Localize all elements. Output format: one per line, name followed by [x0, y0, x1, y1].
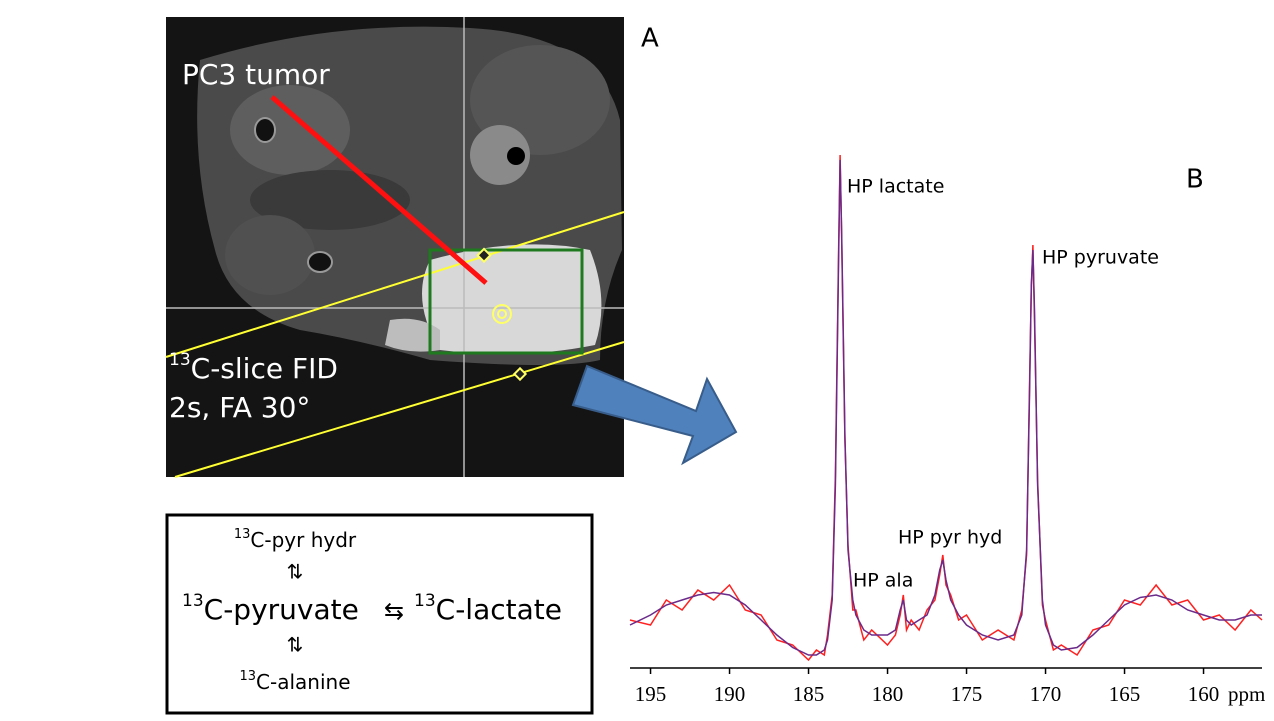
- panel-label: B: [1186, 165, 1204, 195]
- scheme-right: 13C-lactate: [414, 591, 562, 626]
- scheme-box: [165, 513, 594, 715]
- block-arrow: [571, 364, 738, 466]
- mri-image: [165, 17, 625, 478]
- params-label: 2s, FA 30°: [169, 391, 310, 424]
- slice-label: 13C-slice FID: [169, 350, 338, 385]
- peak-label: HP lactate: [847, 176, 944, 198]
- scheme-text: C-pyruvate: [204, 593, 359, 626]
- tumor-label: PC3 tumor: [182, 58, 330, 91]
- x-tick-label: 190: [714, 682, 746, 706]
- x-tick-label: 160: [1188, 682, 1220, 706]
- spectrum: B 195 190 185 180 175 170 165 160 ppm HP lactate HP…: [629, 154, 1265, 706]
- superscript: 13: [182, 591, 204, 611]
- x-tick-label: 170: [1030, 682, 1062, 706]
- x-tick-label: 185: [793, 682, 825, 706]
- scheme-text: C-alanine: [256, 670, 350, 694]
- x-tick-label: 175: [951, 682, 983, 706]
- scheme-left: 13C-pyruvate: [182, 591, 359, 626]
- superscript: 13: [414, 591, 436, 611]
- peak-label: HP ala: [853, 570, 913, 592]
- scheme-text: C-lactate: [436, 593, 562, 626]
- slice-text: C-slice FID: [191, 352, 338, 385]
- scheme-text: C-pyr hydr: [250, 528, 357, 552]
- equilibrium-arrow: ⇅: [287, 560, 304, 584]
- x-tick-label: 180: [872, 682, 904, 706]
- superscript: 13: [169, 350, 191, 370]
- x-axis-label: ppm: [1228, 682, 1265, 706]
- peak-label: HP pyruvate: [1042, 247, 1159, 269]
- equilibrium-arrow: ⇆: [384, 597, 404, 625]
- x-tick-label: 195: [635, 682, 667, 706]
- equilibrium-arrow: ⇅: [287, 633, 304, 657]
- x-tick-label: 165: [1109, 682, 1141, 706]
- scheme-top: 13C-pyr hydr: [234, 527, 357, 552]
- panel-label: A: [641, 24, 659, 54]
- superscript: 13: [239, 669, 256, 684]
- peak-label: HP pyr hyd: [898, 527, 1002, 549]
- scheme-bottom: 13C-alanine: [239, 669, 350, 694]
- spectrum-line: [629, 154, 1263, 662]
- superscript: 13: [234, 527, 251, 542]
- spectrum-line: [629, 159, 1262, 656]
